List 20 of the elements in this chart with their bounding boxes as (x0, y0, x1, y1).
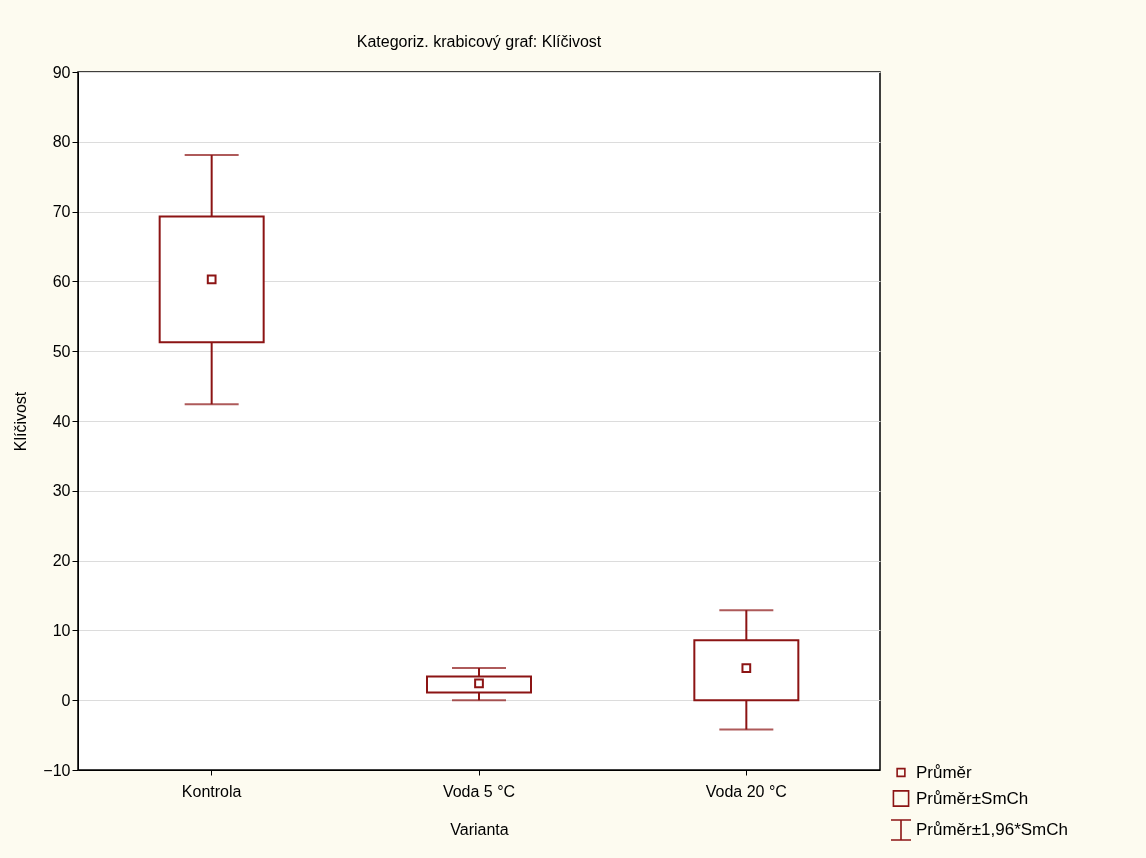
y-tick-label: 30 (52, 482, 71, 500)
y-tick-label: 50 (52, 342, 71, 360)
x-tick-label: Voda 5 °C (442, 782, 516, 800)
x-tick-label: Voda 20 °C (705, 782, 787, 800)
chart-title: Kategoriz. krabicový graf: Klíčivost (356, 33, 602, 50)
legend-label: Průměr (916, 762, 973, 782)
y-tick-label: 70 (52, 203, 71, 221)
text: Průměr±1,96*SmCh (916, 820, 1068, 839)
y-tick-label: 90 (52, 63, 71, 81)
y-axis-title: Klíčivost (12, 391, 30, 452)
text: Průměr±SmCh (916, 788, 1029, 808)
y-tick-label: 80 (52, 133, 71, 151)
y-tick-label: −10 (43, 761, 71, 779)
y-tick-label: 40 (52, 412, 71, 430)
x-tick-label: Kontrola (181, 782, 242, 800)
x-axis-title: Varianta (450, 820, 509, 838)
y-tick-label: 20 (52, 552, 71, 570)
y-tick-label: 60 (52, 272, 71, 290)
y-tick-label: 0 (61, 691, 71, 709)
y-tick-label: 10 (52, 621, 71, 639)
